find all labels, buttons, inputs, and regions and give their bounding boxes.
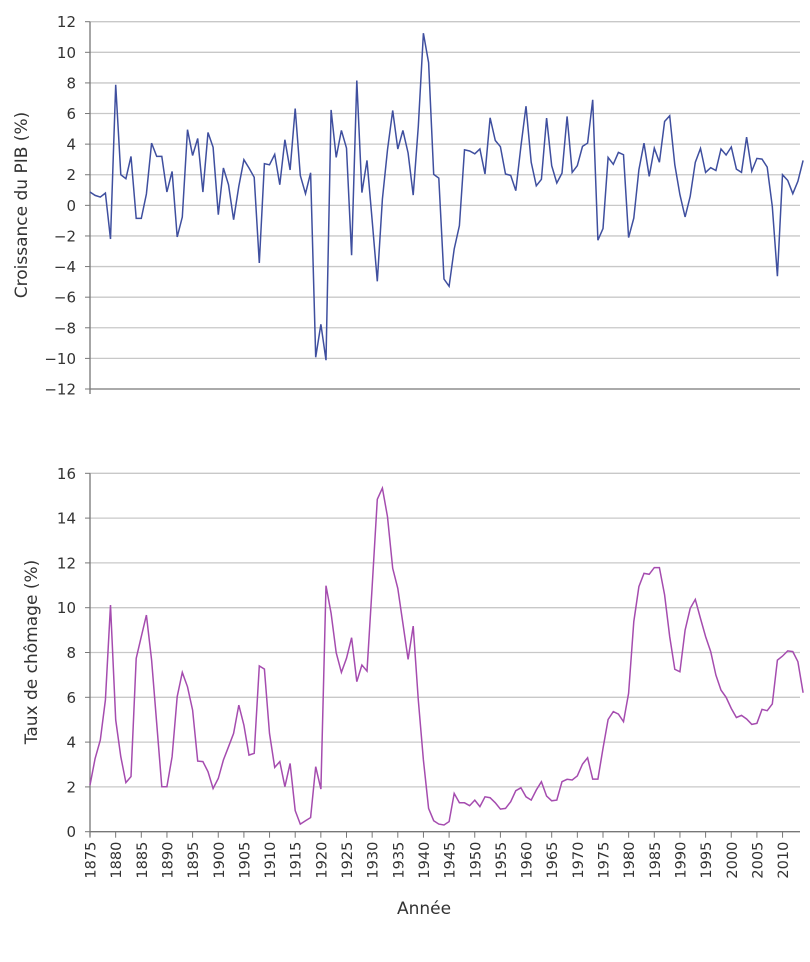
gdp-y-tick-label: 4 — [66, 136, 76, 154]
unemployment-x-tick-label: 1875 — [84, 842, 100, 879]
gdp-y-tick-label: 2 — [66, 166, 76, 184]
unemployment-x-tick-label: 1950 — [468, 842, 484, 879]
gdp-y-tick-label: 12 — [57, 13, 76, 31]
gdp-y-tick-label: 10 — [57, 44, 76, 62]
unemployment-x-tick-label: 1885 — [135, 842, 151, 879]
unemployment-x-tick-label: 1975 — [597, 842, 613, 879]
x-axis-label: Année — [397, 899, 451, 919]
unemployment-chart: 16 14 12 10 8 6 4 2 0 1875 1880 1885 1890 1895 1900 190… — [57, 465, 804, 879]
unemployment-x-tick-label: 1895 — [186, 842, 202, 879]
unemployment-x-tick-label: 1955 — [494, 842, 510, 879]
unemployment-x-tick-label: 1935 — [391, 842, 407, 879]
gdp-y-tick-label: −4 — [54, 258, 76, 276]
gdp-y-tick-label: −12 — [44, 381, 76, 399]
unemployment-x-tick-label: 1985 — [648, 842, 664, 879]
unemployment-y-tick-label: 4 — [66, 734, 76, 752]
unemployment-x-tick-label: 1945 — [443, 842, 459, 879]
unemployment-y-tick-label: 16 — [57, 465, 76, 483]
unemployment-x-tick-label: 2005 — [750, 842, 766, 879]
unemployment-x-tick-label: 1980 — [622, 842, 638, 879]
gdp-y-tick-label: 0 — [66, 197, 76, 215]
unemployment-x-tick-label: 1920 — [314, 842, 330, 879]
unemployment-x-tick-label: 1900 — [212, 842, 228, 879]
unemployment-x-tick-label: 1890 — [160, 842, 176, 879]
unemployment-y-tick-label: 12 — [57, 554, 76, 572]
unemployment-y-tick-label: 14 — [57, 510, 76, 528]
unemployment-series-line — [89, 485, 804, 826]
gdp-y-tick-label: −8 — [54, 319, 76, 337]
unemployment-x-tick-label: 1925 — [340, 842, 356, 879]
gdp-growth-chart: 12 10 8 6 4 2 0 −2 −4 −6 −8 −10 −12 — [44, 13, 804, 399]
unemployment-x-tick-label: 2010 — [776, 842, 792, 879]
unemployment-y-tick-label: 10 — [57, 599, 76, 617]
unemployment-x-tick-label: 1960 — [520, 842, 536, 879]
unemployment-x-tick-label: 1930 — [366, 842, 382, 879]
unemployment-y-tick-label: 0 — [66, 823, 76, 841]
unemployment-x-tick-label: 2000 — [725, 842, 741, 879]
unemployment-y-tick-label: 6 — [66, 689, 76, 707]
gdp-y-tick-label: 6 — [66, 105, 76, 123]
unemployment-x-tick-label: 1965 — [545, 842, 561, 879]
gdp-y-tick-label: −6 — [54, 289, 76, 307]
unemployment-x-tick-label: 1995 — [699, 842, 715, 879]
gdp-series-line — [89, 33, 804, 361]
unemployment-x-tick-label: 1940 — [417, 842, 433, 879]
unemployment-x-tick-label: 1990 — [673, 842, 689, 879]
gdp-y-tick-label: −2 — [54, 227, 76, 245]
unemployment-y-tick-label: 2 — [66, 778, 76, 796]
unemployment-x-tick-label: 1915 — [289, 842, 305, 879]
gdp-y-tick-label: 8 — [66, 74, 76, 92]
unemployment-y-axis-label: Taux de chômage (%) — [22, 560, 42, 745]
unemployment-x-tick-label: 1905 — [237, 842, 253, 879]
unemployment-x-tick-label: 1910 — [263, 842, 279, 879]
gdp-y-tick-label: −10 — [44, 350, 76, 368]
unemployment-x-tick-label: 1880 — [109, 842, 125, 879]
unemployment-y-tick-label: 8 — [66, 644, 76, 662]
gdp-y-axis-label: Croissance du PIB (%) — [12, 112, 32, 298]
unemployment-x-tick-label: 1970 — [571, 842, 587, 879]
